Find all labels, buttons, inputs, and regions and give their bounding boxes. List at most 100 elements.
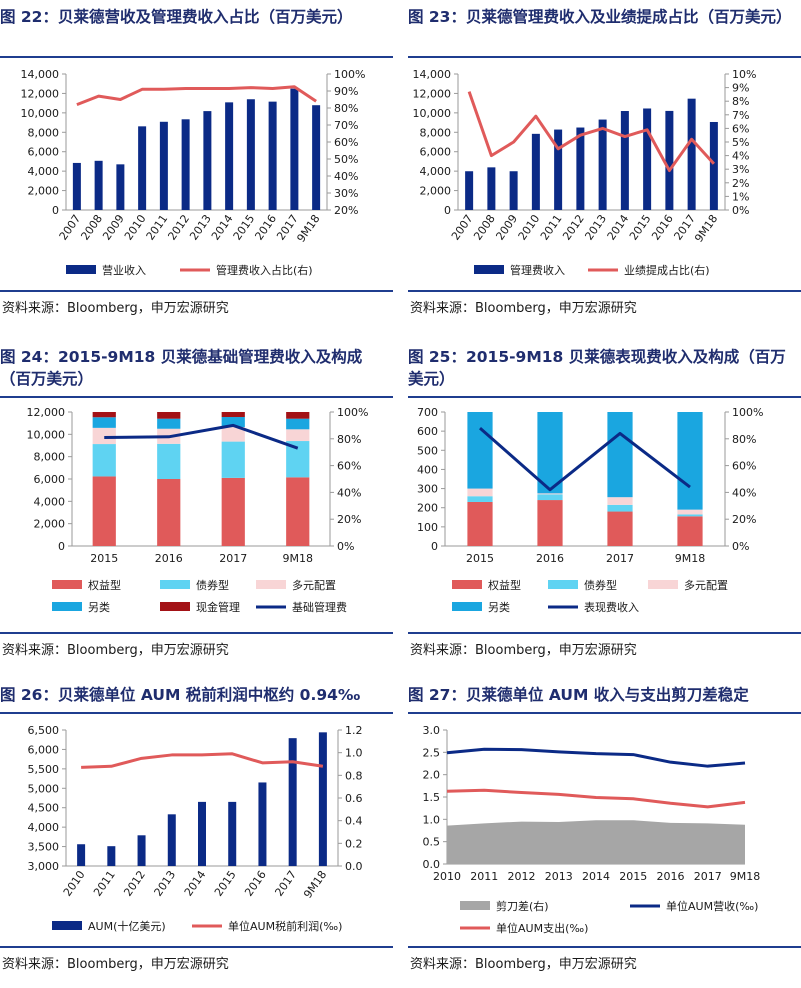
legend-label: 债券型 [584, 578, 617, 592]
x-tick-label: 2015 [627, 212, 654, 242]
x-tick-label: 9M18 [294, 212, 322, 244]
left-tick-label: 3,500 [28, 841, 60, 854]
figure-23-panel: 图 23：贝莱德管理费收入及业绩提成占比（百万美元） 0 2,000 4,000 6,… [408, 0, 801, 330]
legend-swatch [474, 265, 504, 274]
x-tick-label: 2007 [57, 212, 84, 242]
left-tick-label: 0 [52, 204, 59, 217]
figure-27-title: 图 27：贝莱德单位 AUM 收入与支出剪刀差稳定 [408, 686, 749, 704]
figure-22-chart: 0 2,000 4,000 6,000 8,000 10,000 12,000 14,000 2… [21, 68, 366, 277]
bar [554, 129, 563, 210]
legend-swatch [52, 602, 82, 611]
legend-label: AUM(十亿美元) [88, 919, 166, 933]
stacked-bar-segment [537, 500, 563, 546]
stacked-bar-segment [677, 509, 703, 515]
x-tick-label: 2017 [219, 552, 247, 565]
bar [531, 133, 540, 210]
left-tick-label: 2.0 [423, 769, 441, 782]
left-tick-label: 6,000 [28, 743, 60, 756]
bar [107, 846, 116, 866]
bar [288, 738, 297, 866]
right-tick-label: 7% [732, 109, 749, 122]
bar [576, 127, 585, 210]
left-tick-label: 10,000 [413, 107, 452, 120]
right-tick-label: 20% [732, 513, 756, 526]
bar [198, 801, 206, 866]
bar [709, 121, 718, 210]
left-tick-label: 12,000 [413, 87, 452, 100]
stacked-bar-segment [467, 412, 493, 489]
figure-27-chart: 0.0 0.5 1.0 1.5 2.0 2.5 3.0 2010 2011 2012 2013 201… [423, 724, 761, 935]
stacked-bar-segment [607, 504, 633, 512]
left-tick-label: 0 [444, 204, 451, 217]
figure-25-chart: 0 100 200 300 400 500 600 700 0% 20% 40% 60% 80% 100%… [417, 406, 763, 614]
title-rule [0, 712, 393, 714]
figure-24-panel: 图 24：2015-9M18 贝莱德基础管理费收入及构成（百万美元） 0 2,00… [0, 340, 393, 670]
stacked-bar-segment [286, 418, 310, 430]
source-rule [0, 290, 393, 292]
left-tick-label: 0.0 [423, 858, 441, 871]
bar [290, 88, 299, 210]
left-tick-label: 6,000 [34, 473, 66, 486]
legend-label: 表现费收入 [584, 600, 639, 614]
left-tick-label: 5,500 [28, 763, 60, 776]
figure-26-panel: 图 26：贝莱德单位 AUM 税前利润中枢约 0.94‰ 3,000 3,500 4… [0, 680, 393, 985]
left-tick-label: 3.0 [423, 724, 441, 737]
legend-label: 另类 [88, 600, 110, 614]
legend-label: 剪刀差(右) [496, 899, 549, 913]
left-tick-label: 10,000 [21, 107, 60, 120]
right-tick-label: 100% [732, 406, 763, 419]
x-tick-label: 2016 [252, 212, 279, 242]
stacked-bar-segment [286, 412, 310, 419]
stacked-bar-segment [157, 418, 181, 429]
legend-swatch [452, 602, 482, 611]
figure-24-chart: 0 2,000 4,000 6,000 8,000 10,000 12,000 0% 20% 40… [27, 406, 369, 614]
bar [643, 108, 652, 210]
stacked-bar-segment [92, 427, 116, 445]
figure-27-source: 资料来源：Bloomberg，申万宏源研究 [410, 957, 637, 972]
left-tick-label: 0 [431, 540, 438, 553]
x-tick-label: 2015 [619, 870, 647, 883]
left-tick-label: 12,000 [27, 406, 66, 419]
series-line [76, 85, 317, 106]
right-tick-label: 0.2 [345, 837, 363, 850]
stacked-bar-segment [157, 479, 181, 546]
left-tick-label: 14,000 [21, 68, 60, 81]
series-line [104, 423, 299, 450]
left-tick-label: 2.5 [423, 746, 441, 759]
stacked-bar-segment [221, 477, 245, 546]
legend-label: 单位AUM支出(‰) [496, 921, 588, 935]
x-tick-label: 2011 [144, 212, 171, 242]
left-tick-label: 6,000 [420, 146, 452, 159]
left-tick-label: 0.5 [423, 836, 441, 849]
bar [72, 162, 81, 210]
x-tick-label: 2010 [433, 870, 461, 883]
x-tick-label: 2016 [242, 868, 269, 898]
figure-23-chart: 0 2,000 4,000 6,000 8,000 10,000 12,000 14,000 0… [413, 68, 757, 277]
legend-swatch [160, 602, 190, 611]
right-tick-label: 40% [732, 486, 756, 499]
stacked-bar-segment [92, 412, 116, 418]
right-tick-label: 0.0 [345, 860, 363, 873]
series-line [446, 747, 746, 768]
legend-swatch [66, 265, 96, 274]
stacked-bar-segment [607, 497, 633, 505]
title-rule [408, 56, 801, 58]
left-tick-label: 10,000 [27, 428, 66, 441]
stacked-bar-segment [92, 417, 116, 428]
right-tick-label: 90% [334, 85, 358, 98]
bar [116, 164, 125, 210]
x-tick-label: 2012 [560, 212, 587, 242]
x-tick-label: 2010 [61, 868, 88, 898]
x-tick-label: 2013 [187, 212, 214, 242]
stacked-bar-segment [677, 514, 703, 517]
bar [167, 814, 176, 866]
stacked-bar-segment [157, 412, 181, 419]
right-tick-label: 20% [337, 513, 361, 526]
x-tick-label: 2014 [209, 212, 236, 242]
right-tick-label: 2% [732, 177, 749, 190]
x-tick-label: 2011 [91, 868, 118, 898]
stacked-bar-segment [677, 412, 703, 510]
left-tick-label: 6,000 [28, 146, 60, 159]
right-tick-label: 80% [337, 433, 361, 446]
legend-label: 权益型 [488, 578, 521, 592]
